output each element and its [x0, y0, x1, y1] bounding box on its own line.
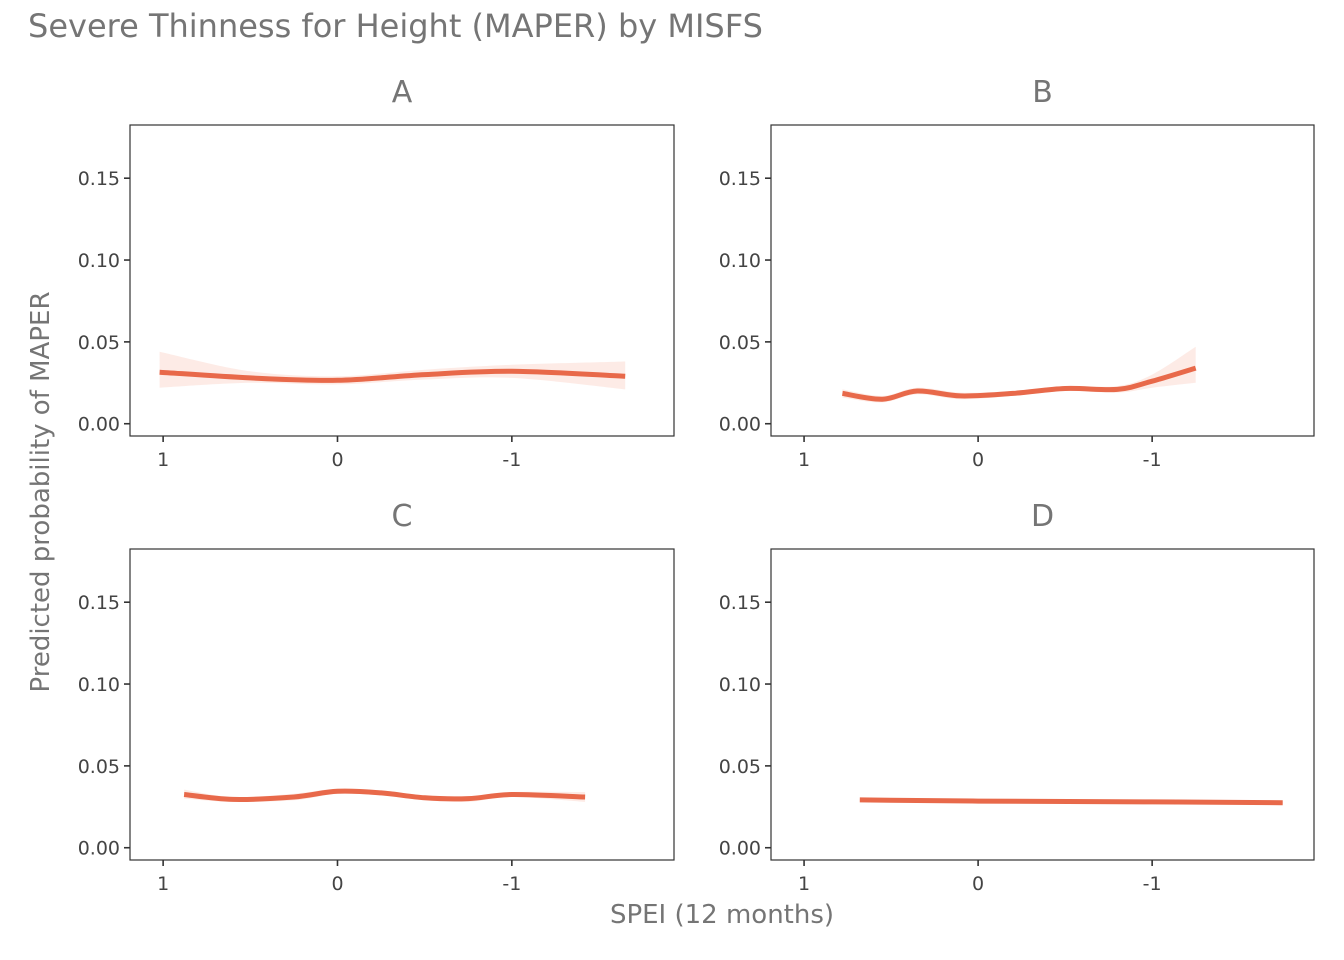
panel-d: D 0.00 0.05 0.10 0.15 1 0 -1 — [719, 499, 1315, 895]
y-tick-label: 0.15 — [719, 592, 761, 614]
x-tick-label: -1 — [1143, 873, 1162, 895]
series-line — [159, 368, 626, 383]
y-tick-label: 0.05 — [719, 332, 761, 354]
y-tick-label: 0.15 — [719, 168, 761, 190]
panel-strip-label: B — [1032, 75, 1053, 110]
x-tick-label: 1 — [157, 449, 169, 471]
x-tick-label: 0 — [331, 873, 343, 895]
panels-group: A 0.00 0.05 0.10 0.15 1 0 -1 B 0.00 0.05 0.10 0.15 1 0… — [78, 75, 1315, 895]
y-axis-title: Predicted probability of MAPER — [26, 291, 56, 692]
x-tick-label: 0 — [972, 873, 984, 895]
y-tick-label: 0.10 — [78, 674, 120, 696]
x-tick-label: 0 — [331, 449, 343, 471]
series-line — [859, 797, 1283, 806]
x-tick-label: 1 — [798, 873, 810, 895]
y-tick-label: 0.00 — [719, 838, 761, 860]
panel-frame — [129, 548, 675, 861]
panel-a: A 0.00 0.05 0.10 0.15 1 0 -1 — [78, 75, 675, 471]
x-tick-label: -1 — [502, 449, 521, 471]
y-tick-label: 0.15 — [78, 168, 120, 190]
y-tick-label: 0.00 — [78, 414, 120, 436]
y-tick-label: 0.10 — [719, 674, 761, 696]
panel-frame — [770, 548, 1315, 861]
series-line — [183, 788, 586, 802]
x-tick-label: -1 — [502, 873, 521, 895]
series-line — [841, 365, 1197, 402]
chart-title: Severe Thinness for Height (MAPER) by MI… — [28, 7, 763, 45]
y-tick-label: 0.05 — [719, 756, 761, 778]
x-tick-label: -1 — [1143, 449, 1162, 471]
y-tick-label: 0.05 — [78, 756, 120, 778]
x-tick-label: 1 — [798, 449, 810, 471]
panel-strip-label: A — [392, 75, 413, 110]
panel-b: B 0.00 0.05 0.10 0.15 1 0 -1 — [719, 75, 1315, 471]
x-axis-title: SPEI (12 months) — [610, 900, 834, 930]
y-tick-label: 0.00 — [719, 414, 761, 436]
panel-c: C 0.00 0.05 0.10 0.15 1 0 -1 — [78, 499, 675, 895]
y-tick-label: 0.10 — [78, 250, 120, 272]
y-tick-label: 0.15 — [78, 592, 120, 614]
x-tick-label: 0 — [972, 449, 984, 471]
y-tick-label: 0.10 — [719, 250, 761, 272]
panel-frame — [129, 124, 675, 437]
panel-frame — [770, 124, 1315, 437]
x-tick-label: 1 — [157, 873, 169, 895]
panel-strip-label: D — [1031, 499, 1054, 534]
panel-strip-label: C — [392, 499, 413, 534]
y-tick-label: 0.00 — [78, 838, 120, 860]
y-tick-label: 0.05 — [78, 332, 120, 354]
